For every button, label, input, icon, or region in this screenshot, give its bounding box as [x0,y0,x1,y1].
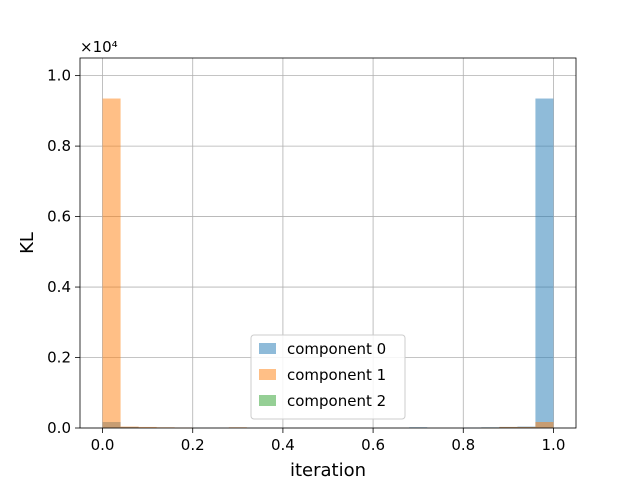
legend-swatch-1 [259,369,276,380]
x-tick-label: 1.0 [542,436,566,454]
histogram-bar [138,426,157,428]
histogram-bar [517,426,536,428]
histogram-bar [535,422,554,428]
y-axis-scale-label: ×10⁴ [80,38,118,56]
y-axis-label: KL [17,232,38,254]
histogram-bar [499,426,518,428]
x-tick-label: 0.2 [181,436,205,454]
legend-box [250,334,406,420]
histogram-bars [102,98,554,429]
x-tick-label: 0.6 [361,436,385,454]
histogram-bar [102,98,121,429]
y-tick-label: 0.0 [47,419,71,437]
series-1-bars [102,98,554,429]
legend-label-1: component 1 [287,366,386,384]
plot-frame [79,57,577,429]
histogram-bar [535,98,554,429]
y-tick-label: 0.4 [47,278,71,296]
legend-label-2: component 2 [287,392,386,410]
y-axis-ticks: 0.0 0.2 0.4 0.6 0.8 1.0 [47,67,80,437]
legend-label-0: component 0 [287,340,386,358]
y-tick-label: 0.6 [47,208,71,226]
legend: component 0 component 1 component 2 [250,334,406,420]
histogram-bar [120,426,139,428]
x-tick-label: 0.4 [271,436,295,454]
y-tick-label: 1.0 [47,67,71,85]
x-axis-label: iteration [290,460,366,480]
legend-swatch-2 [259,395,276,406]
x-tick-label: 0.8 [451,436,475,454]
y-tick-label: 0.8 [47,137,71,155]
x-axis-ticks: 0.0 0.2 0.4 0.6 0.8 1.0 [91,428,566,454]
y-tick-label: 0.2 [47,349,71,367]
x-tick-label: 0.0 [91,436,115,454]
legend-swatch-0 [259,343,276,354]
